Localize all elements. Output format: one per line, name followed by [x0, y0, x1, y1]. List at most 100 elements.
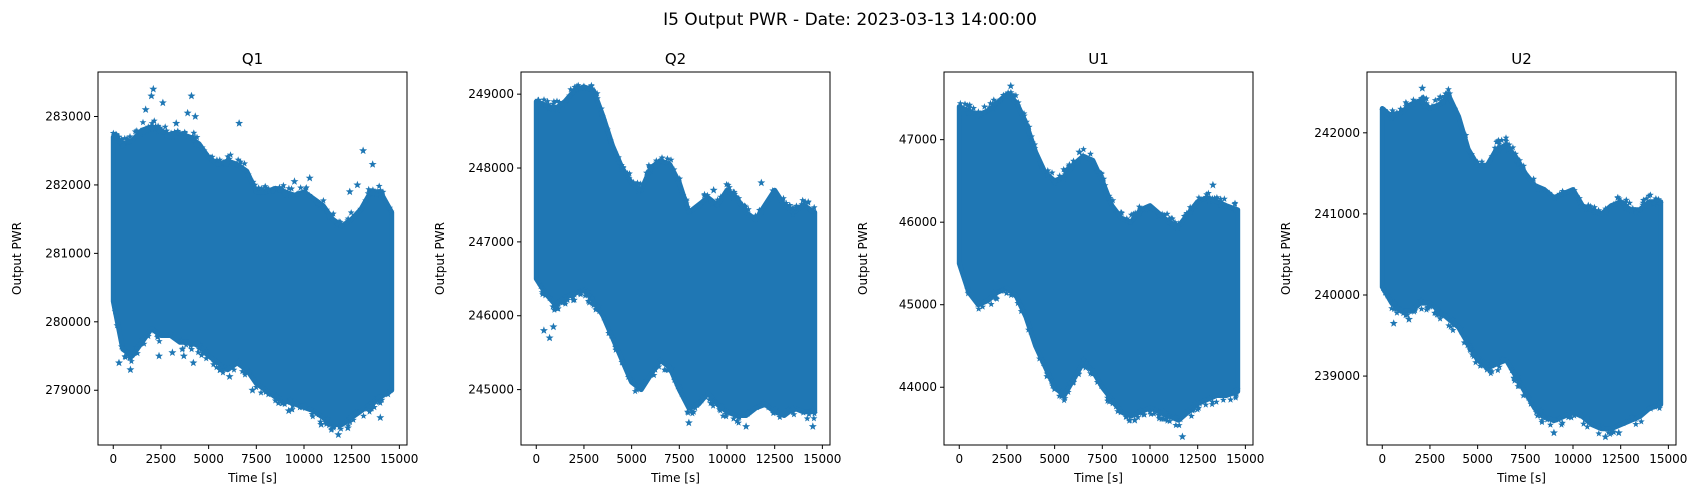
scatter-point	[1614, 428, 1623, 437]
x-tick-label: 7500	[1087, 452, 1118, 466]
scatter-point	[284, 406, 293, 415]
scatter-point	[305, 173, 314, 182]
x-tick-label: 10000	[1554, 452, 1592, 466]
scatter-point	[1418, 84, 1427, 92]
scatter-point	[353, 180, 362, 189]
x-axis-label: Time [s]	[1496, 471, 1546, 485]
plot-area	[1379, 84, 1664, 441]
scatter-point	[1601, 432, 1610, 441]
y-tick-label: 248000	[468, 161, 514, 175]
y-tick-label: 45000	[899, 298, 937, 312]
y-tick-label: 280000	[45, 315, 91, 329]
x-tick-label: 12500	[756, 452, 794, 466]
panel-title: Q2	[665, 50, 686, 68]
x-tick-label: 2500	[992, 452, 1023, 466]
x-tick-label: 5000	[1462, 452, 1493, 466]
y-tick-label: 46000	[899, 215, 937, 229]
y-tick-label: 282000	[45, 178, 91, 192]
chart-panels: 0 2500 5000 7500 10000 12500 15000 279000 280000…	[10, 50, 1687, 485]
plot-area	[109, 84, 395, 439]
scatter-point	[168, 348, 177, 356]
scatter-point	[549, 322, 558, 331]
scatter-point	[757, 178, 766, 187]
panel-title: U1	[1088, 50, 1109, 68]
scatter-point	[147, 91, 156, 100]
x-tick-label: 2500	[1415, 452, 1446, 466]
scatter-point	[1178, 432, 1187, 441]
scatter-point	[808, 422, 817, 430]
y-tick-label: 239000	[1314, 369, 1360, 383]
x-tick-label: 12500	[1602, 452, 1640, 466]
scatter-point	[290, 177, 299, 185]
scatter-point	[1209, 180, 1217, 189]
y-tick-label: 246000	[468, 309, 514, 323]
x-tick-label: 7500	[1510, 452, 1541, 466]
x-axis-label: Time [s]	[1073, 471, 1123, 485]
x-tick-label: 5000	[616, 452, 647, 466]
y-tick-label: 249000	[468, 87, 514, 101]
x-tick-label: 10000	[708, 452, 746, 466]
y-tick-label: 245000	[468, 383, 514, 397]
y-axis-label: Output PWR	[1279, 222, 1293, 295]
x-tick-label: 7500	[241, 452, 272, 466]
scatter-band	[956, 91, 1241, 423]
x-axis-label: Time [s]	[227, 471, 277, 485]
chart-panel-u1: 0 2500 5000 7500 10000 12500 15000 44000 45000 46…	[856, 50, 1264, 485]
x-tick-label: 10000	[1131, 452, 1169, 466]
scatter-point	[183, 108, 192, 117]
scatter-point	[359, 146, 368, 155]
x-tick-label: 12500	[333, 452, 371, 466]
scatter-point	[368, 160, 377, 168]
scatter-point	[1549, 428, 1558, 437]
scatter-band	[110, 124, 395, 427]
x-tick-label: 0	[532, 452, 540, 466]
scatter-point	[189, 358, 198, 367]
scatter-point	[225, 372, 234, 380]
scatter-point	[1006, 81, 1015, 90]
scatter-point	[345, 187, 354, 196]
y-tick-label: 247000	[468, 235, 514, 249]
scatter-point	[1075, 147, 1084, 156]
scatter-point	[539, 326, 548, 334]
chart-panel-q1: 0 2500 5000 7500 10000 12500 15000 279000 280000…	[10, 50, 418, 485]
x-tick-label: 15000	[1226, 452, 1264, 466]
y-tick-label: 241000	[1314, 207, 1360, 221]
x-tick-label: 0	[109, 452, 117, 466]
scatter-point	[187, 91, 196, 100]
y-tick-label: 240000	[1314, 288, 1360, 302]
x-tick-label: 15000	[803, 452, 841, 466]
scatter-point	[1405, 315, 1413, 323]
scatter-point	[179, 351, 188, 360]
x-tick-label: 15000	[380, 452, 418, 466]
x-tick-label: 10000	[285, 452, 323, 466]
scatter-point	[376, 413, 385, 421]
scatter-point	[115, 358, 123, 367]
y-axis-label: Output PWR	[433, 222, 447, 295]
x-tick-label: 0	[1378, 452, 1386, 466]
scatter-point	[1441, 92, 1450, 100]
panel-title: U2	[1511, 50, 1532, 68]
scatter-point	[158, 98, 167, 107]
x-tick-label: 0	[955, 452, 963, 466]
scatter-band	[1379, 93, 1664, 432]
x-tick-label: 2500	[569, 452, 600, 466]
scatter-point	[317, 420, 326, 428]
y-axis-label: Output PWR	[856, 222, 870, 295]
scatter-point	[1389, 319, 1398, 327]
scatter-point	[1584, 201, 1593, 210]
scatter-point	[580, 82, 588, 91]
x-tick-label: 5000	[1039, 452, 1070, 466]
figure-suptitle: I5 Output PWR - Date: 2023-03-13 14:00:0…	[663, 10, 1037, 30]
axes-frame	[943, 71, 1254, 446]
scatter-band	[533, 84, 818, 418]
axes-frame	[97, 71, 408, 446]
axes-frame	[1366, 71, 1677, 446]
y-tick-label: 47000	[899, 133, 937, 147]
y-tick-label: 283000	[45, 109, 91, 123]
scatter-point	[172, 119, 181, 127]
x-axis-label: Time [s]	[650, 471, 700, 485]
scatter-point	[155, 351, 163, 360]
panel-title: Q1	[242, 50, 263, 68]
x-tick-label: 5000	[193, 452, 224, 466]
